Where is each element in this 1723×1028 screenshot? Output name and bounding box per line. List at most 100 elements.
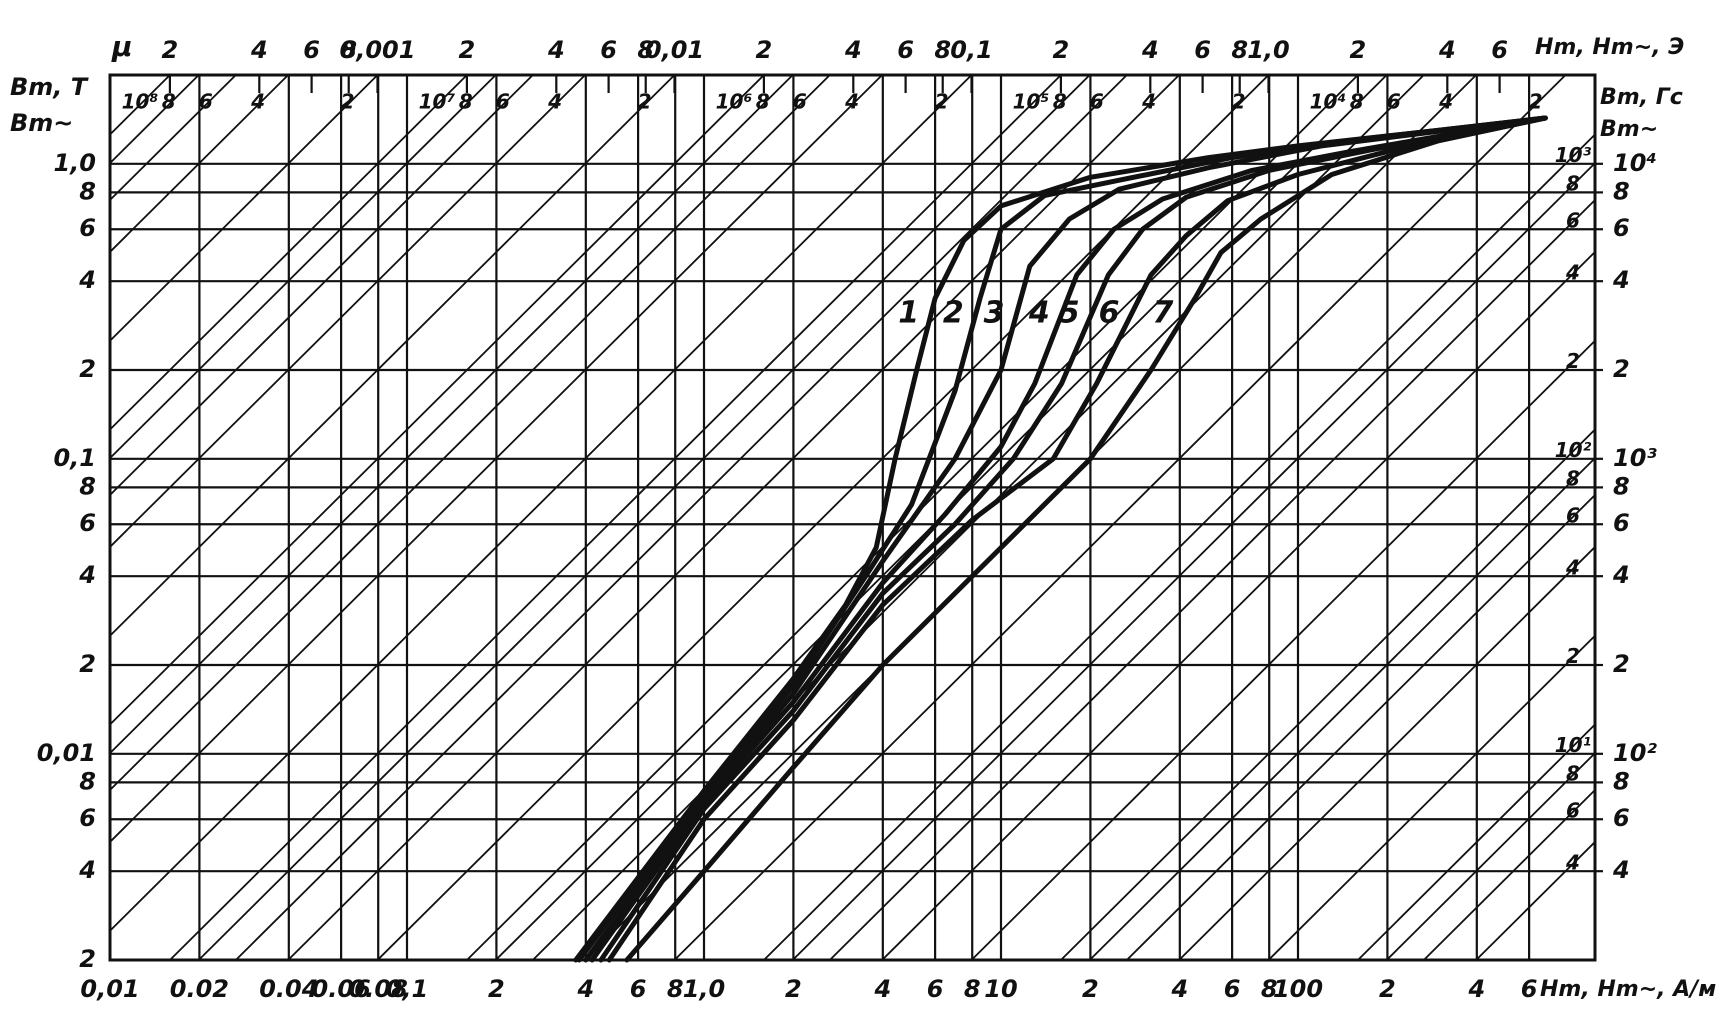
- x-tick-label: 0.02: [170, 975, 229, 1003]
- magnetization-curve: [606, 115, 1548, 963]
- mu-line-label: 10⁵: [1013, 90, 1050, 114]
- x-tick-label: 0.06: [312, 975, 371, 1003]
- y2-tick-label: 2: [1613, 650, 1630, 678]
- x2-tick-label: 2: [1053, 36, 1070, 64]
- x2-tick-label: 8: [637, 36, 654, 64]
- mu-line-label: 8: [459, 90, 473, 114]
- mu-line: [109, 74, 237, 201]
- mu-line: [673, 74, 1567, 961]
- y-tick-label: 6: [79, 804, 96, 832]
- curve-label: 5: [1059, 295, 1080, 330]
- mu-line-label: 10⁷: [419, 90, 456, 114]
- x-tick-label: 4: [873, 975, 891, 1003]
- magnetization-curve: [576, 115, 1548, 963]
- mu-line: [235, 74, 1128, 961]
- y-tick-label: 2: [79, 650, 96, 678]
- x-tick-label: 0.08: [349, 975, 408, 1003]
- y-tick-label: 0,01: [37, 739, 96, 767]
- mu-line-label: 6: [1566, 208, 1580, 232]
- mu-line-label: 6: [1566, 503, 1580, 527]
- mu-line: [109, 74, 973, 932]
- y2-tick-label: 10³: [1613, 444, 1657, 472]
- x2-tick-label: 8: [340, 36, 357, 64]
- mu-line-label: 2: [1232, 90, 1246, 114]
- mu-line-label: 10⁴: [1310, 90, 1347, 114]
- x-tick-label: 2: [488, 975, 505, 1003]
- mu-line-label: 8: [756, 90, 770, 114]
- mu-line: [287, 74, 1180, 961]
- mu-line: [970, 340, 1596, 961]
- x-tick-label: 4: [1467, 975, 1485, 1003]
- y2-tick-label: 10²: [1613, 739, 1657, 767]
- x-tick-label: 2: [1379, 975, 1396, 1003]
- y-tick-label: 4: [78, 856, 96, 884]
- mu-line-label: 4: [1565, 850, 1580, 874]
- x-tick-label: 8: [1261, 975, 1278, 1003]
- x2-tick-label: 0,001: [340, 36, 416, 64]
- x2-tick-label: 0,1: [950, 36, 993, 64]
- curve-label: 1: [898, 295, 919, 330]
- mu-line-label: 4: [1141, 90, 1156, 114]
- y2-tick-label: 4: [1612, 266, 1630, 294]
- mu-line-label: 6: [1566, 798, 1580, 822]
- mu-line-label: 2: [341, 90, 355, 114]
- y2-tick-label: 8: [1613, 177, 1630, 205]
- x2-tick-label: 2: [162, 36, 179, 64]
- y2-tick-label: 8: [1613, 472, 1630, 500]
- y2-axis-title: Bm, Гс: [1600, 85, 1683, 110]
- mu-line: [109, 74, 379, 342]
- x-tick-label: 6: [927, 975, 944, 1003]
- x-tick-label: 1,0: [683, 975, 726, 1003]
- x2-axis-title: Hm, Hm~, Э: [1535, 35, 1684, 60]
- mu-line-label: 4: [1565, 260, 1580, 284]
- y-tick-label: 4: [78, 266, 96, 294]
- y2-tick-label: 8: [1613, 767, 1630, 795]
- x2-tick-label: 4: [1141, 36, 1159, 64]
- y-tick-label: 4: [78, 561, 96, 589]
- mu-line: [1126, 494, 1596, 961]
- y-tick-label: 2: [79, 355, 96, 383]
- x-tick-label: 100: [1273, 975, 1323, 1003]
- x2-tick-label: 0,01: [645, 36, 704, 64]
- mu-line-label: 8: [1566, 172, 1580, 196]
- mu-line-label: 4: [1438, 90, 1453, 114]
- y-tick-label: 1,0: [53, 149, 96, 177]
- x2-tick-label: 8: [1231, 36, 1248, 64]
- mu-line: [109, 74, 497, 459]
- y-tick-label: 6: [79, 509, 96, 537]
- y2-tick-label: 2: [1613, 355, 1630, 383]
- mu-line-label: 8: [1053, 90, 1067, 114]
- x-tick-label: 6: [630, 975, 647, 1003]
- mu-line: [109, 74, 765, 726]
- curve-label: 4: [1028, 295, 1050, 330]
- x-tick-label: 0.04: [259, 975, 318, 1003]
- x2-tick-label: 6: [600, 36, 617, 64]
- mu-line-label: 2: [1566, 349, 1580, 373]
- mu-line: [109, 74, 171, 136]
- y2-tick-label: 10⁴: [1613, 149, 1657, 177]
- mu-line-label: 10⁶: [716, 90, 753, 114]
- mu-line-label: 4: [547, 90, 562, 114]
- mu-line: [109, 74, 586, 548]
- x2-tick-label: 4: [547, 36, 565, 64]
- mu-line-label: 2: [1529, 90, 1543, 114]
- y2-tick-label: 4: [1612, 561, 1630, 589]
- x2-tick-label: 6: [1194, 36, 1211, 64]
- x-tick-label: 0,1: [386, 975, 429, 1003]
- x2-tick-label: 4: [844, 36, 862, 64]
- magnetization-curve: [598, 115, 1548, 963]
- magnetization-curve: [583, 115, 1548, 963]
- mu-line: [198, 74, 1091, 961]
- magnetization-curve: [573, 115, 1548, 963]
- y-tick-label: 8: [79, 767, 96, 795]
- mu-line: [109, 74, 534, 496]
- mu-line: [109, 74, 676, 637]
- x-tick-label: 2: [785, 975, 802, 1003]
- y2-axis-title-2: Bm~: [1600, 117, 1658, 142]
- mu-line-label: 4: [844, 90, 859, 114]
- mu-line: [1089, 457, 1596, 961]
- mu-line-label: 2: [935, 90, 949, 114]
- mu-line: [169, 74, 1062, 961]
